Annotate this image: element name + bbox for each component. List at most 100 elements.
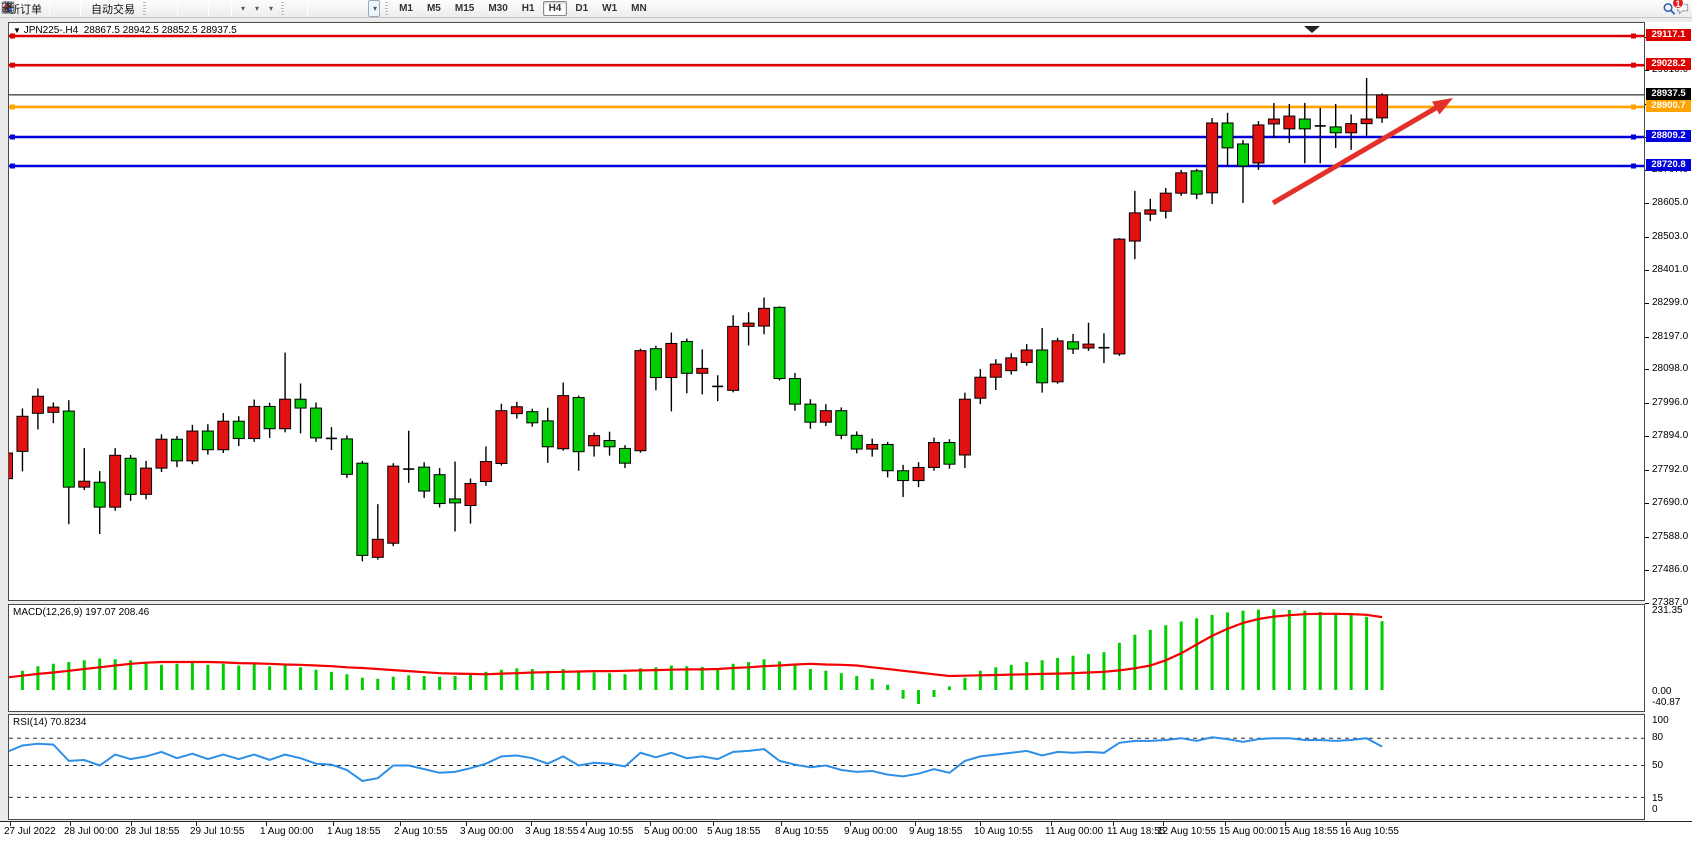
horizontal-line-object-28900.7[interactable] [9,104,1644,110]
horizontal-line-object-29028.2[interactable] [9,62,1644,68]
candlestick [479,446,492,486]
chevron-down-icon: ▾ [269,4,274,13]
time-tick-label: 4 Aug 10:55 [580,826,634,837]
chart-shift-button[interactable] [2,0,227,17]
trendline-tool-button[interactable] [2,0,334,17]
line-handle[interactable] [10,134,15,140]
line-handle[interactable] [10,163,15,169]
timeframe-w1-button[interactable]: W1 [602,3,618,14]
time-tick [400,822,401,826]
zoom-in-button[interactable] [2,0,188,17]
auto-scroll-button[interactable] [1,0,219,17]
line-chart-button[interactable] [1,0,173,17]
line-handle[interactable] [1631,163,1636,169]
toolbar-grip [385,1,389,16]
text-label-tool-button[interactable]: T [1,0,366,17]
search-button[interactable] [1660,0,1676,17]
cursor-tool-button[interactable] [5,0,295,17]
candlestick [619,445,631,469]
notifications-button[interactable]: 1 [1672,0,1689,17]
horizontal-line-object-28809.2[interactable] [9,134,1644,140]
candlestick [1020,344,1033,366]
time-tick [650,822,651,826]
candlestick [541,407,554,463]
line-handle[interactable] [10,104,15,110]
chart-title: ▼ JPN225-.H4 28867.5 28942.5 28852.5 289… [13,25,237,36]
timeframe-h1-button[interactable]: H1 [521,3,535,14]
crosshair-tool-button[interactable] [2,0,303,17]
timeframe-m30-button[interactable]: M30 [488,3,508,14]
timeframe-d1-button[interactable]: D1 [575,3,589,14]
candlestick [1283,103,1296,143]
line-handle[interactable] [10,62,15,68]
candlestick [109,448,122,511]
timeframe-m1-button[interactable]: M1 [399,3,413,14]
rsi-canvas [9,736,1644,798]
line-handle[interactable] [10,33,15,39]
line-handle[interactable] [1631,33,1636,39]
time-tick [1225,822,1226,826]
zoom-out-button[interactable] [2,0,196,17]
candlestick-chart-button[interactable] [1,0,165,17]
trend-arrow-annotation[interactable] [1271,98,1453,206]
new-order-button-label: 新订单 [9,3,42,16]
chevron-down-icon: ▾ [241,4,246,13]
candlestick [340,435,353,478]
candlestick [1175,169,1188,196]
macd-indicator-panel[interactable]: MACD(12,26,9) 197.07 208.46 [8,604,1645,712]
timeframe-m15-button[interactable]: M15 [454,3,475,14]
search-icon [1663,3,1676,15]
horizontal-line-object-29117.1[interactable] [9,33,1644,39]
price-tick [1645,469,1649,471]
fibonacci-tool-button[interactable]: F [2,0,350,17]
price-chart-panel[interactable]: ▼ JPN225-.H4 28867.5 28942.5 28852.5 289… [8,22,1645,601]
styles-button[interactable] [2,0,60,17]
candlestick [78,448,91,491]
time-tick-label: 3 Aug 00:00 [460,826,514,837]
vertical-line-tool-button[interactable] [7,0,318,17]
time-tick-label: 16 Aug 10:55 [1340,826,1399,837]
timeframe-m5-button[interactable]: M5 [426,3,441,14]
candlestick [634,348,647,453]
candlestick [217,412,230,454]
time-tick-label: 3 Aug 18:55 [525,826,579,837]
symbol-dropdown-icon[interactable]: ▼ [13,26,21,35]
autotrading-button[interactable]: 自动交易 [2,0,138,17]
rsi-scale-label: 15 [1652,793,1664,804]
price-level-badge: 29117.1 [1646,29,1691,41]
line-handle[interactable] [1631,104,1636,110]
equidistant-channel-tool-button[interactable]: E [2,0,342,17]
time-tick [781,822,782,826]
time-tick [131,822,132,826]
bar-chart-button[interactable] [1,0,157,17]
chart-shift-marker[interactable] [1304,26,1320,33]
timeframe-h4-button[interactable]: H4 [542,1,568,16]
line-handle[interactable] [1631,62,1636,68]
time-tick-label: 12 Aug 10:55 [1157,826,1216,837]
text-tool-button[interactable]: A [4,0,358,17]
arrows-tool-button[interactable]: ▾ [3,0,381,17]
rsi-indicator-panel[interactable]: RSI(14) 70.8234 [8,714,1645,820]
time-tick [980,822,981,826]
candlestick [758,297,771,335]
time-tick-label: 27 Jul 2022 [4,826,56,837]
candlestick-chart-canvas[interactable] [9,23,1644,600]
line-handle[interactable] [1631,134,1636,140]
time-scale-axis[interactable]: 27 Jul 2022 28 Jul 00:00 28 Jul 18:55 29 Ju… [0,821,1692,841]
ohlc-values: 28867.5 28942.5 28852.5 28937.5 [83,25,237,36]
templates-button[interactable]: ▾ [1,0,276,17]
trendline-icon [2,2,14,13]
horizontal-line-object-28720.8[interactable] [9,163,1644,169]
price-scale-axis[interactable]: 29112.029010.028908.028806.028707.028605… [1645,22,1692,821]
timeframe-mn-button[interactable]: MN [631,3,647,14]
price-tick-label: 27996.0 [1652,396,1689,408]
tile-windows-button[interactable] [2,0,204,17]
candlestick [1082,322,1095,351]
signals-button[interactable] [2,0,76,17]
macd-label: MACD(12,26,9) 197.07 208.46 [13,607,150,618]
profiles-button[interactable] [3,0,68,17]
horizontal-line-tool-button[interactable] [2,0,326,17]
price-tick [1645,602,1649,604]
indicators-button[interactable]: ▾ [1,0,248,17]
periods-button[interactable]: ▾ [2,0,262,17]
